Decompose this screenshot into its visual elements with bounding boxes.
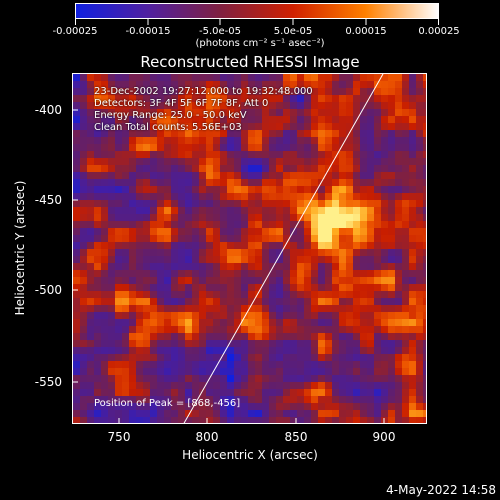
x-tick-label: 900 — [372, 430, 396, 444]
axis-ticks — [72, 109, 385, 424]
y-tick-label: -400 — [34, 103, 62, 117]
info-time-range: 23-Dec-2002 19:27:12.000 to 19:32:48.000 — [94, 86, 313, 97]
x-tick-label: 850 — [284, 430, 308, 444]
info-detectors: Detectors: 3F 4F 5F 6F 7F 8F, Att 0 — [94, 98, 269, 109]
colorbar-ticks — [75, 19, 439, 25]
colorbar-tick-label: -0.00025 — [52, 26, 98, 37]
colorbar-tick-label: 0.00015 — [345, 26, 387, 37]
colorbar-tick-label: -5.0e-05 — [199, 26, 241, 37]
y-tick-label: -500 — [34, 283, 62, 297]
x-axis-label: Heliocentric X (arcsec) — [182, 448, 318, 462]
x-tick-label: 800 — [195, 430, 219, 444]
peak-position-label: Position of Peak = [868,-456] — [94, 398, 241, 409]
y-tick-label: -550 — [34, 375, 62, 389]
info-energy-range: Energy Range: 25.0 - 50.0 keV — [94, 110, 247, 121]
y-axis-label: Heliocentric Y (arcsec) — [13, 180, 27, 316]
info-total-counts: Clean Total counts: 5.56E+03 — [94, 122, 242, 133]
colorbar — [75, 3, 439, 19]
rhessi-image — [72, 73, 427, 424]
colorbar-tick-label: 5.0e-05 — [273, 26, 313, 37]
colorbar-tick-label: -0.00015 — [125, 26, 171, 37]
plot-timestamp: 4-May-2022 14:58 — [386, 483, 496, 497]
x-tick-label: 750 — [107, 430, 131, 444]
colorbar-unit-label: (photons cm⁻² s⁻¹ asec⁻²) — [195, 38, 325, 49]
solar-limb-line — [183, 74, 384, 423]
colorbar-tick-label: 0.00025 — [418, 26, 460, 37]
image-canvas — [73, 74, 426, 423]
plot-title: Reconstructed RHESSI Image — [140, 53, 360, 71]
y-tick-label: -450 — [34, 193, 62, 207]
